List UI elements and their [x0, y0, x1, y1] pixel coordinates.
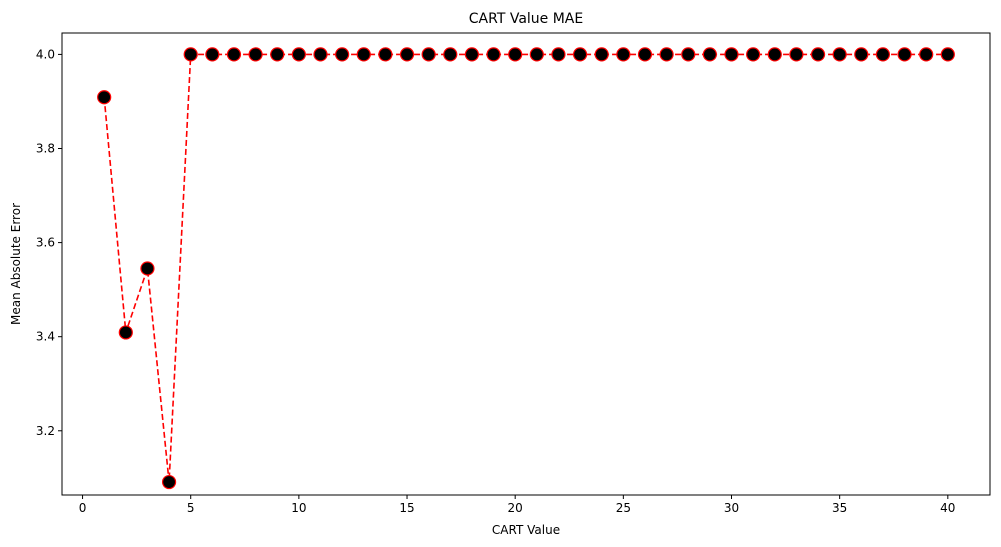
data-point — [875, 47, 891, 62]
data-point — [399, 47, 415, 62]
x-tick-label: 15 — [399, 501, 414, 515]
data-point — [421, 47, 436, 62]
y-tick-label: 3.4 — [36, 330, 55, 344]
data-point — [183, 47, 198, 62]
data-point — [270, 47, 285, 62]
y-tick-label: 4.0 — [36, 47, 55, 61]
data-point — [746, 47, 761, 62]
x-tick-label: 20 — [508, 501, 523, 515]
data-point — [659, 47, 674, 62]
y-tick-label: 3.2 — [36, 424, 55, 438]
x-tick-label: 10 — [291, 501, 306, 515]
series-line — [103, 53, 948, 483]
data-point — [118, 325, 133, 340]
data-point — [767, 47, 782, 62]
plot-frame — [61, 32, 991, 496]
data-point — [464, 47, 480, 62]
x-tick-label: 35 — [832, 501, 847, 515]
data-point — [897, 47, 912, 62]
data-point — [356, 47, 371, 62]
y-axis: 3.2 3.4 3.6 3.8 4.0 — [36, 47, 62, 438]
data-point — [97, 90, 112, 105]
data-point — [616, 47, 631, 62]
data-point — [378, 47, 393, 62]
data-point — [919, 47, 934, 62]
data-point — [335, 47, 350, 62]
data-point — [486, 47, 501, 62]
data-point — [594, 47, 609, 62]
data-point — [140, 261, 155, 276]
data-point — [637, 47, 653, 62]
x-tick-label: 40 — [940, 501, 955, 515]
series-layer — [97, 47, 955, 490]
data-point — [572, 47, 588, 62]
data-point — [681, 47, 696, 62]
data-point — [789, 47, 804, 62]
data-point — [248, 47, 263, 62]
data-point — [702, 47, 717, 62]
x-tick-label: 0 — [79, 501, 87, 515]
data-point — [508, 47, 523, 62]
data-point — [724, 47, 739, 62]
x-tick-label: 30 — [724, 501, 739, 515]
data-point — [443, 47, 458, 62]
data-point — [551, 47, 566, 62]
data-point — [529, 47, 544, 62]
data-point — [205, 47, 220, 62]
chart-title: CART Value MAE — [469, 11, 583, 27]
y-tick-label: 3.6 — [36, 236, 55, 250]
x-tick-label: 25 — [616, 501, 631, 515]
data-point — [291, 47, 306, 62]
data-point — [226, 47, 242, 62]
data-point — [940, 47, 955, 62]
x-tick-label: 5 — [187, 501, 195, 515]
data-point — [832, 47, 847, 62]
y-tick-label: 3.8 — [36, 142, 55, 156]
data-point — [854, 47, 869, 62]
data-point — [161, 474, 177, 490]
data-point — [810, 47, 826, 62]
x-axis: 0 5 10 15 20 25 30 35 40 — [79, 495, 955, 515]
x-axis-title: CART Value — [492, 523, 560, 537]
data-point — [313, 47, 328, 62]
y-axis-title: Mean Absolute Error — [9, 203, 23, 325]
